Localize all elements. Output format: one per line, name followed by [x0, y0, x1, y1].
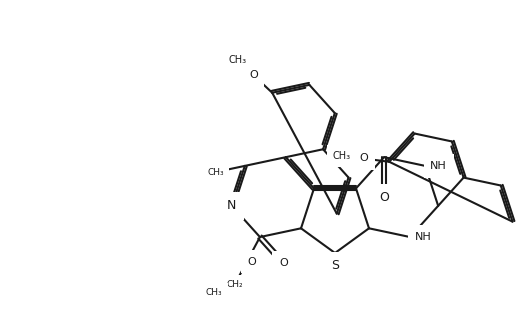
Text: N: N — [227, 199, 237, 212]
Text: O: O — [379, 191, 389, 204]
Text: NH: NH — [430, 161, 447, 171]
Text: CH₃: CH₃ — [206, 289, 223, 297]
Text: CH₃: CH₃ — [332, 151, 351, 161]
Text: NH: NH — [415, 232, 432, 242]
Text: CH₃: CH₃ — [207, 168, 224, 177]
Text: O: O — [359, 154, 368, 163]
Text: O: O — [249, 70, 258, 80]
Text: CH₃: CH₃ — [228, 55, 246, 65]
Text: O: O — [279, 258, 288, 268]
Text: S: S — [331, 259, 339, 272]
Text: CH₂: CH₂ — [226, 280, 243, 289]
Text: O: O — [248, 257, 257, 267]
